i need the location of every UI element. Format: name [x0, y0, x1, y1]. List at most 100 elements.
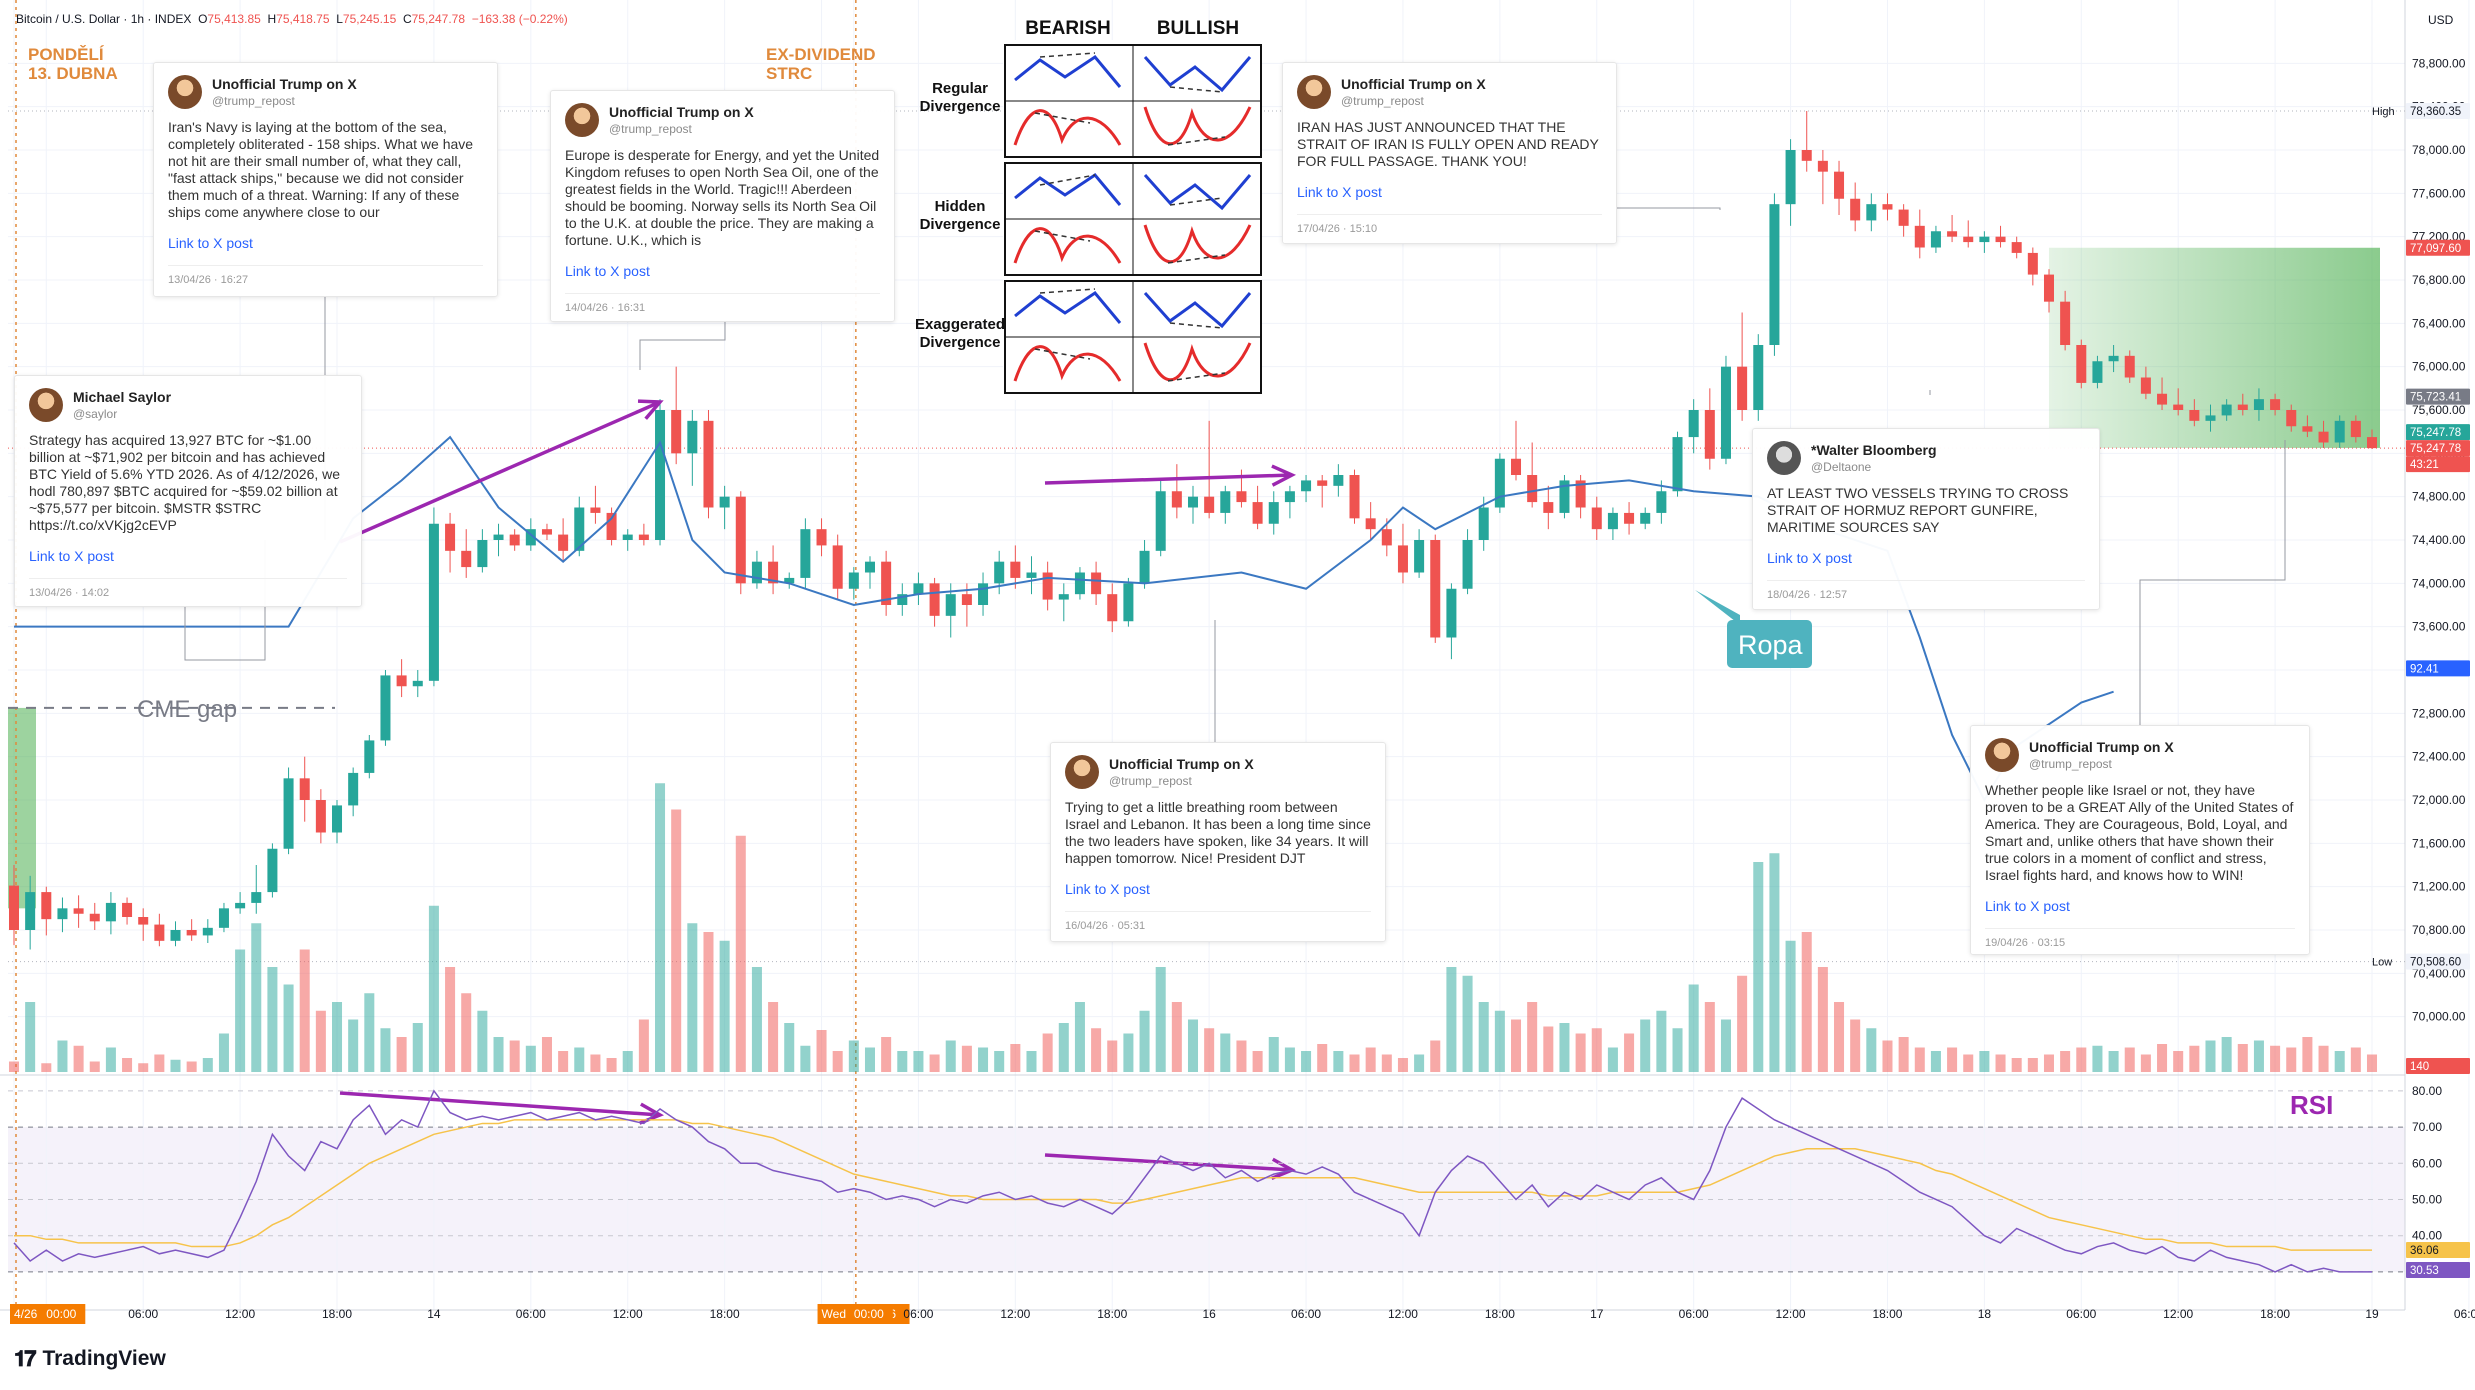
volume-bar: [2173, 1051, 2184, 1072]
candle-body: [541, 529, 552, 535]
time-tick-label: 06:00: [1679, 1307, 1709, 1321]
candle-body: [1058, 594, 1069, 600]
candle-body: [380, 675, 391, 741]
tweet-link[interactable]: Link to X post: [1985, 898, 2070, 914]
time-tick-label: 06:00: [128, 1307, 158, 1321]
candle-body: [1430, 540, 1441, 638]
candle-body: [1091, 572, 1102, 595]
tweet-link[interactable]: Link to X post: [1297, 184, 1382, 200]
candle-body: [1139, 550, 1150, 584]
candle-body: [1317, 480, 1328, 486]
price-tick-label: 74,400.00: [2412, 533, 2466, 547]
volume-bar: [606, 1058, 617, 1072]
tweet-time: 18/04/26 · 12:57: [1767, 580, 2085, 601]
candle-body: [2027, 252, 2038, 275]
volume-value-tag: 140: [2410, 1061, 2429, 1073]
candle-body: [897, 594, 908, 605]
tweet-link[interactable]: Link to X post: [168, 235, 253, 251]
candle-body: [2221, 404, 2232, 416]
time-tick-label: 06:00: [2454, 1307, 2475, 1321]
volume-bar: [2124, 1047, 2135, 1072]
price-tick-label: 72,800.00: [2412, 706, 2466, 720]
tweet-author: Michael Saylor: [73, 389, 172, 405]
candle-body: [2237, 404, 2248, 410]
candle-body: [1866, 204, 1877, 221]
volume-bar: [1720, 1019, 1731, 1072]
volume-bar: [1882, 1040, 1893, 1072]
volume-bar: [1575, 1033, 1586, 1072]
rsi-ma-tag-bg: [2406, 1241, 2470, 1258]
candle-body: [73, 908, 84, 914]
bullish-heading: BULLISH: [1157, 18, 1239, 39]
volume-bar: [1365, 1047, 1376, 1072]
volume-bar: [428, 905, 439, 1072]
tweet-link[interactable]: Link to X post: [1767, 550, 1852, 566]
candle-body: [2060, 301, 2071, 345]
level-price-tag-bg: [2406, 239, 2470, 256]
countdown-tag-bg: [2406, 456, 2470, 473]
candle-body: [606, 512, 617, 540]
volume-bar: [994, 1051, 1005, 1072]
candle-body: [1414, 540, 1425, 573]
low-marker-label: Low: [2372, 957, 2392, 969]
candle-body: [1947, 231, 1958, 237]
volume-bar: [1995, 1054, 2006, 1072]
volume-bar: [1414, 1054, 1425, 1072]
volume-bar: [1381, 1054, 1392, 1072]
rsi-divergence-arrow: [339, 1091, 661, 1117]
candle-body: [2350, 420, 2361, 438]
high-value: 75,418.75: [276, 12, 330, 26]
bullish-osc-trend: [1167, 254, 1226, 264]
tweet-link[interactable]: Link to X post: [29, 548, 114, 564]
volume-bar: [1785, 940, 1796, 1072]
candle-body: [1785, 150, 1796, 205]
low-value: 75,245.15: [342, 12, 397, 26]
rsi-label: RSI: [2290, 1090, 2333, 1120]
volume-bar: [348, 1019, 359, 1072]
candle-body: [784, 577, 795, 584]
tradingview-logo[interactable]: 𝟏𝟕 TradingView: [14, 1346, 166, 1372]
volume-bar: [897, 1051, 908, 1072]
tweet-text: Iran's Navy is laying at the bottom of t…: [168, 119, 474, 220]
tweet-connector: [639, 322, 726, 370]
tweet-handle: @saylor: [73, 407, 118, 421]
volume-bar: [2286, 1047, 2297, 1072]
volume-bar: [1753, 862, 1764, 1072]
candle-body: [461, 550, 472, 568]
volume-bar: [509, 1040, 520, 1072]
tweet-link[interactable]: Link to X post: [565, 263, 650, 279]
last-price-tag: 75,247.78: [2410, 427, 2461, 439]
candle-body: [1543, 502, 1554, 513]
volume-bar: [283, 984, 294, 1072]
rsi-divergence-arrow: [1044, 1153, 1293, 1172]
price-tick-label: 75,600.00: [2412, 403, 2466, 417]
comparison-line: [14, 435, 2114, 803]
candle-body: [1187, 496, 1199, 508]
volume-bar: [493, 1037, 504, 1072]
candle-body: [638, 534, 649, 540]
candle-body: [1930, 231, 1941, 248]
volume-bar: [2157, 1044, 2168, 1072]
divergence-arrow: [1044, 473, 1293, 485]
candle-body: [1171, 491, 1182, 508]
bullish-price-shape: [1143, 174, 1252, 211]
candle-body: [2043, 274, 2054, 302]
price-tick-label: 74,000.00: [2412, 576, 2466, 590]
candle-body: [299, 778, 310, 800]
candle-body: [2366, 437, 2378, 449]
candle-body: [1010, 561, 1021, 578]
volume-bar: [251, 923, 262, 1072]
tweet-link[interactable]: Link to X post: [1065, 881, 1150, 897]
candle-body: [1737, 366, 1748, 410]
symbol-legend[interactable]: Bitcoin / U.S. Dollar · 1h · INDEX O75,4…: [16, 12, 568, 26]
volume-bar: [122, 1058, 133, 1072]
volume-bar: [1769, 853, 1780, 1072]
candle-body: [348, 772, 359, 806]
volume-bar: [2108, 1051, 2119, 1072]
candle-body: [558, 534, 569, 551]
candle-body: [1026, 572, 1037, 578]
bearish-price-shape: [1014, 291, 1122, 324]
bearish-trend-line: [1039, 174, 1096, 186]
candle-body: [1688, 410, 1699, 438]
